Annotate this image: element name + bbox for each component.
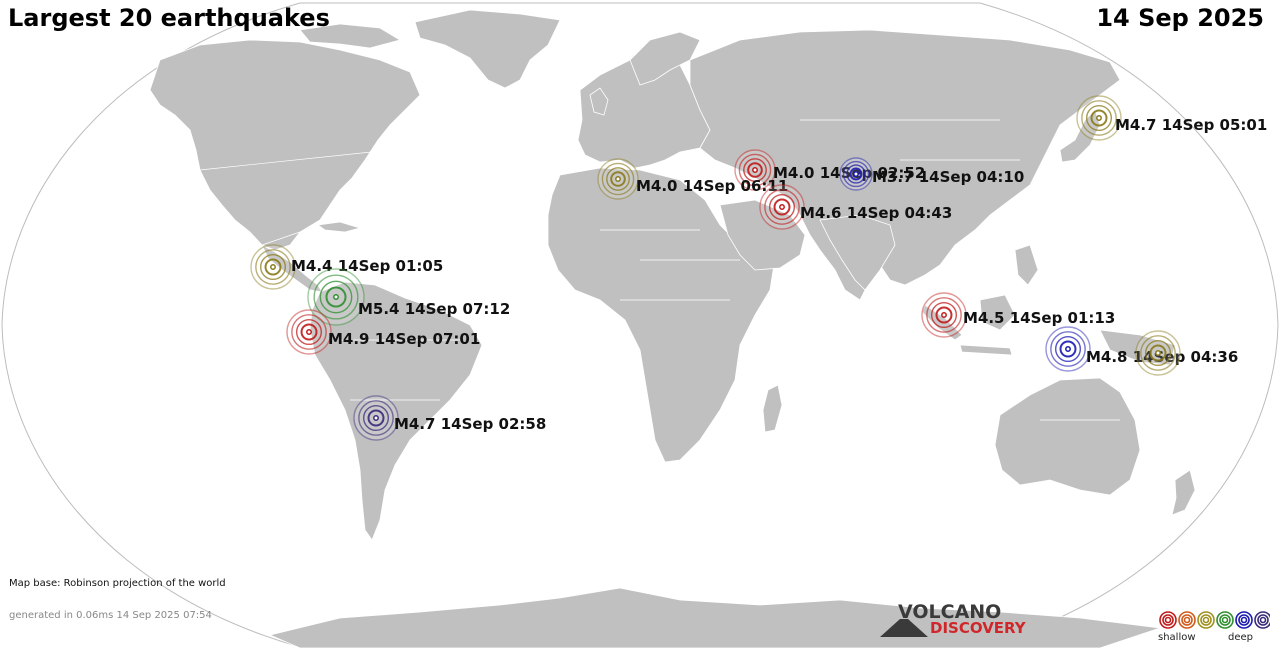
quake-rings — [839, 157, 873, 191]
borneo — [979, 294, 1016, 331]
depth-legend: shallow deep — [1158, 608, 1272, 648]
legend-ring — [1162, 614, 1174, 626]
arctic-islands — [299, 23, 402, 49]
antarctica — [268, 587, 1161, 649]
legend-ring — [1200, 614, 1212, 626]
legend-ring — [1216, 611, 1234, 629]
legend-ring — [1202, 616, 1210, 624]
depth-legend-rings — [1159, 611, 1272, 629]
new-zealand — [1171, 469, 1196, 516]
quake-label: M4.6 14Sep 04:43 — [800, 204, 953, 222]
generated-note: generated in 0.06ms 14 Sep 2025 07:54 — [9, 610, 212, 621]
africa — [547, 167, 776, 463]
quake-label: M5.4 14Sep 07:12 — [358, 300, 511, 318]
legend-ring — [1181, 614, 1193, 626]
date-title: 14 Sep 2025 — [1096, 4, 1264, 32]
british-isles — [589, 87, 609, 116]
legend-deep-label: deep — [1228, 632, 1253, 643]
legend-ring — [1221, 616, 1229, 624]
landmasses — [149, 9, 1196, 649]
india — [819, 214, 896, 291]
legend-ring — [1178, 611, 1196, 629]
quake-rings — [1045, 326, 1091, 372]
quake-label: M4.7 14Sep 05:01 — [1115, 116, 1268, 134]
greenland — [414, 9, 561, 89]
philippines — [1014, 244, 1039, 286]
quake-label: M4.8 14Sep 04:36 — [1086, 348, 1239, 366]
quake-rings — [759, 184, 805, 230]
quake-label: M4.4 14Sep 01:05 — [291, 257, 444, 275]
legend-ring — [1235, 611, 1253, 629]
quake-rings — [307, 268, 365, 326]
quake-label: M4.9 14Sep 07:01 — [328, 330, 481, 348]
arabia — [719, 199, 806, 271]
quake-label: M4.7 14Sep 02:58 — [394, 415, 547, 433]
legend-ring — [1219, 614, 1231, 626]
cuba — [316, 221, 362, 233]
legend-ring — [1197, 611, 1215, 629]
legend-ring — [1238, 614, 1250, 626]
quake-label: M4.0 14Sep 06:11 — [636, 177, 789, 195]
quake-label: M4.5 14Sep 01:13 — [963, 309, 1116, 327]
legend-ring — [1183, 616, 1191, 624]
quake-rings — [734, 149, 776, 191]
quake-rings — [597, 158, 639, 200]
java — [959, 344, 1013, 356]
legend-ring — [1257, 614, 1269, 626]
north-america — [149, 39, 421, 251]
quake-rings — [1076, 95, 1122, 141]
logo-line-2: DISCOVERY — [930, 619, 1026, 637]
quake-rings — [353, 395, 399, 441]
map-base-note: Map base: Robinson projection of the wor… — [9, 578, 226, 589]
madagascar — [762, 384, 783, 433]
legend-ring — [1240, 616, 1248, 624]
quake-rings — [286, 309, 332, 355]
volcano-discovery-logo[interactable]: VOLCANO DISCOVERY — [880, 601, 1040, 643]
logo-line-1: VOLCANO — [898, 601, 1002, 623]
quake-rings — [250, 244, 296, 290]
legend-ring — [1164, 616, 1172, 624]
australia — [994, 377, 1141, 496]
legend-ring — [1159, 611, 1177, 629]
quake-rings — [1135, 330, 1181, 376]
quake-label: M4.0 14Sep 02:52 — [773, 164, 926, 182]
legend-shallow-label: shallow — [1158, 632, 1196, 643]
asia — [689, 29, 1121, 301]
legend-ring — [1259, 616, 1267, 624]
volcano-icon — [880, 619, 928, 637]
country-borders — [199, 119, 1120, 421]
quake-label: M3.7 14Sep 04:10 — [872, 168, 1025, 186]
quake-rings — [921, 292, 967, 338]
page-title: Largest 20 earthquakes — [8, 4, 330, 32]
south-america — [309, 281, 483, 541]
